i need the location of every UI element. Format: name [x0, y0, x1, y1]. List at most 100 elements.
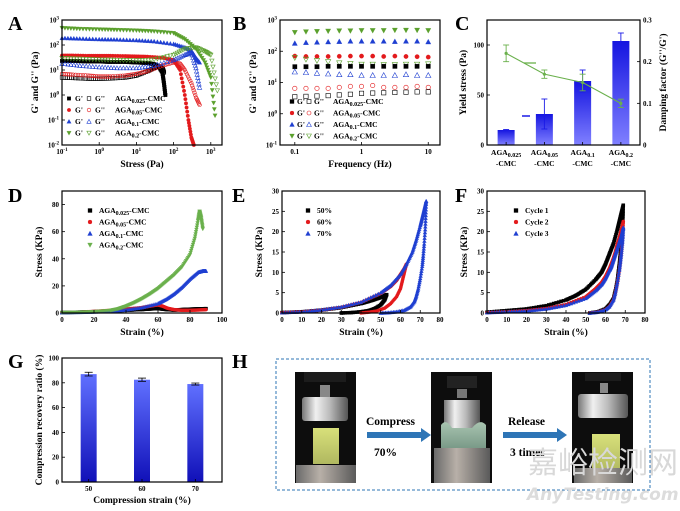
data-point — [111, 65, 117, 70]
data-point — [204, 65, 210, 70]
data-point — [208, 75, 214, 80]
data-point — [148, 63, 154, 69]
series-7 — [59, 45, 221, 94]
data-point — [139, 38, 145, 43]
x-tick-label: 40 — [563, 316, 571, 324]
y-axis-label: Compression recovery ratio (%) — [34, 355, 45, 486]
data-point — [212, 76, 218, 82]
data-point — [87, 36, 92, 41]
data-point — [102, 36, 108, 42]
data-point — [164, 54, 170, 60]
data-point — [113, 74, 118, 79]
data-point — [124, 65, 130, 71]
series-2 — [292, 53, 431, 60]
series-2 — [279, 198, 429, 315]
data-point — [292, 85, 298, 91]
x-tick-label: 10 — [503, 316, 511, 324]
y-tick-label: 0 — [56, 310, 60, 318]
data-point — [196, 84, 203, 90]
data-point — [108, 36, 114, 42]
data-point — [183, 97, 188, 102]
bar — [535, 114, 553, 145]
y-tick-label: 5 — [481, 289, 485, 297]
data-point — [99, 57, 105, 63]
data-point — [347, 83, 353, 89]
legend-gdoubleprime: G'' — [95, 94, 105, 103]
data-point — [68, 56, 74, 62]
x-tick-label: 70 — [622, 316, 630, 324]
panel-label-g: G — [8, 351, 24, 373]
legend-marker — [513, 230, 519, 236]
data-point — [185, 74, 191, 79]
x-category-label: AGA0.1 — [571, 148, 595, 159]
data-point — [77, 56, 83, 62]
x-category-label-line2: -CMC — [572, 159, 592, 168]
data-point — [71, 62, 77, 68]
data-point — [120, 73, 125, 78]
data-point — [68, 26, 74, 31]
y2-axis-label: Damping factor (G''/G') — [658, 34, 669, 132]
data-point — [78, 76, 83, 81]
legend-marker — [289, 121, 295, 127]
data-point — [130, 58, 136, 64]
data-point — [138, 70, 143, 76]
legend-marker — [86, 118, 92, 124]
data-point — [191, 88, 196, 93]
y-tick-label: 40 — [52, 429, 60, 437]
data-point — [200, 227, 205, 232]
y-axis-label: G' and G'' (Pa) — [248, 51, 259, 113]
data-point — [127, 58, 133, 64]
data-point — [292, 64, 298, 70]
series-6 — [292, 83, 431, 91]
data-point — [174, 55, 180, 61]
data-point — [124, 58, 130, 64]
legend-label: 60% — [317, 218, 332, 227]
data-point — [117, 65, 123, 71]
x-tick-label: 10-1 — [56, 148, 68, 156]
data-point — [380, 38, 387, 44]
data-point — [115, 73, 120, 79]
data-point — [193, 65, 199, 71]
data-point — [392, 89, 398, 95]
y-tick-label: 10-2 — [48, 142, 60, 150]
data-point — [619, 101, 623, 105]
data-point — [133, 65, 140, 71]
data-point — [108, 57, 114, 63]
y-axis-label: Stress (KPa) — [254, 227, 265, 278]
series-6 — [59, 26, 218, 119]
legend-gdoubleprime: G'' — [314, 109, 324, 118]
data-point — [183, 70, 188, 75]
data-point — [134, 71, 139, 76]
data-point — [93, 57, 99, 63]
x-tick-label: 0 — [485, 316, 489, 324]
data-point — [403, 84, 409, 90]
data-point — [117, 28, 123, 33]
data-point — [154, 29, 160, 35]
data-point — [358, 38, 365, 44]
x-axis-label: Strain (%) — [544, 327, 588, 338]
data-point — [148, 29, 154, 34]
data-point — [108, 74, 113, 79]
series-4 — [292, 63, 431, 70]
data-point — [117, 37, 123, 42]
data-point — [359, 90, 365, 96]
data-point — [325, 63, 331, 69]
legend-marker — [67, 108, 71, 112]
data-point — [347, 91, 353, 97]
panel-h-compression-photos: Compress 70% Release 3 times — [275, 358, 651, 491]
y-tick-label: 20 — [477, 228, 485, 236]
data-point — [142, 57, 148, 63]
data-point — [348, 53, 353, 59]
x-tick-label: 60 — [397, 316, 405, 324]
data-point — [303, 54, 309, 59]
data-point — [93, 27, 99, 32]
data-point — [403, 54, 409, 59]
data-point — [391, 27, 398, 34]
y-tick-label: 30 — [272, 188, 280, 196]
data-point — [164, 30, 170, 35]
panel-label-c: C — [455, 13, 469, 35]
series-5 — [59, 49, 203, 90]
data-point — [392, 84, 398, 90]
data-point — [201, 58, 206, 63]
legend-marker — [87, 230, 93, 236]
